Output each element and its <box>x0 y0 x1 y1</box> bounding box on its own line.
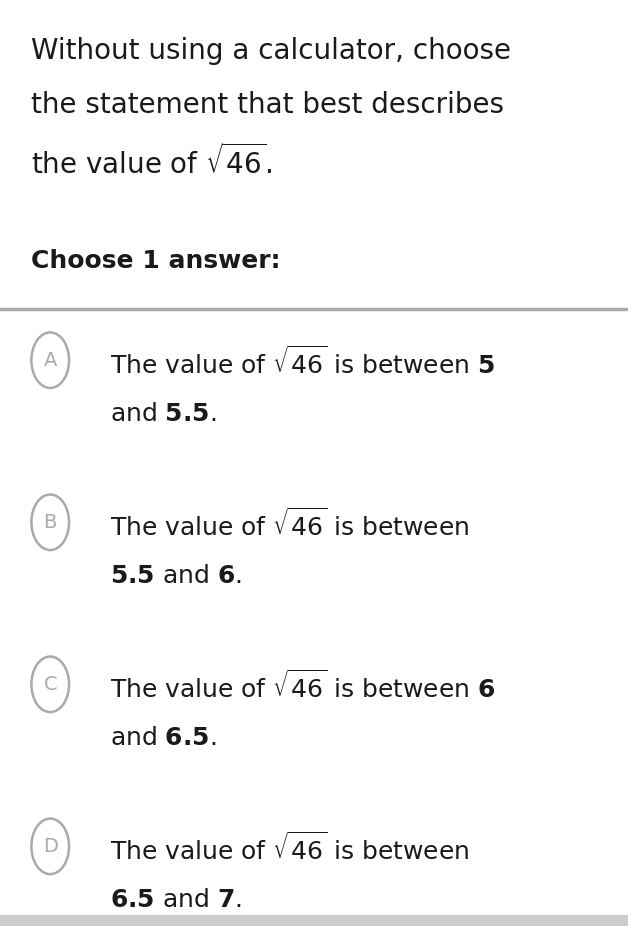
Text: The value of $\sqrt{46}$ is between $\mathbf{6}$: The value of $\sqrt{46}$ is between $\ma… <box>110 670 495 703</box>
Text: B: B <box>43 513 57 532</box>
Text: $\mathbf{6.5}$ and $\mathbf{7}$.: $\mathbf{6.5}$ and $\mathbf{7}$. <box>110 888 242 912</box>
Text: D: D <box>43 837 57 856</box>
Text: The value of $\sqrt{46}$ is between: The value of $\sqrt{46}$ is between <box>110 832 469 865</box>
Text: Choose 1 answer:: Choose 1 answer: <box>31 249 281 273</box>
Text: $\mathbf{5.5}$ and $\mathbf{6}$.: $\mathbf{5.5}$ and $\mathbf{6}$. <box>110 564 242 588</box>
Text: A: A <box>43 351 57 369</box>
Text: and $\mathbf{5.5}$.: and $\mathbf{5.5}$. <box>110 402 216 426</box>
Text: The value of $\sqrt{46}$ is between: The value of $\sqrt{46}$ is between <box>110 508 469 541</box>
Text: C: C <box>43 675 57 694</box>
Text: the value of $\sqrt{46}$.: the value of $\sqrt{46}$. <box>31 144 272 181</box>
Text: Without using a calculator, choose: Without using a calculator, choose <box>31 37 512 65</box>
Text: the statement that best describes: the statement that best describes <box>31 91 505 119</box>
FancyBboxPatch shape <box>0 915 628 926</box>
Text: and $\mathbf{6.5}$.: and $\mathbf{6.5}$. <box>110 726 216 750</box>
Text: The value of $\sqrt{46}$ is between $\mathbf{5}$: The value of $\sqrt{46}$ is between $\ma… <box>110 346 494 379</box>
